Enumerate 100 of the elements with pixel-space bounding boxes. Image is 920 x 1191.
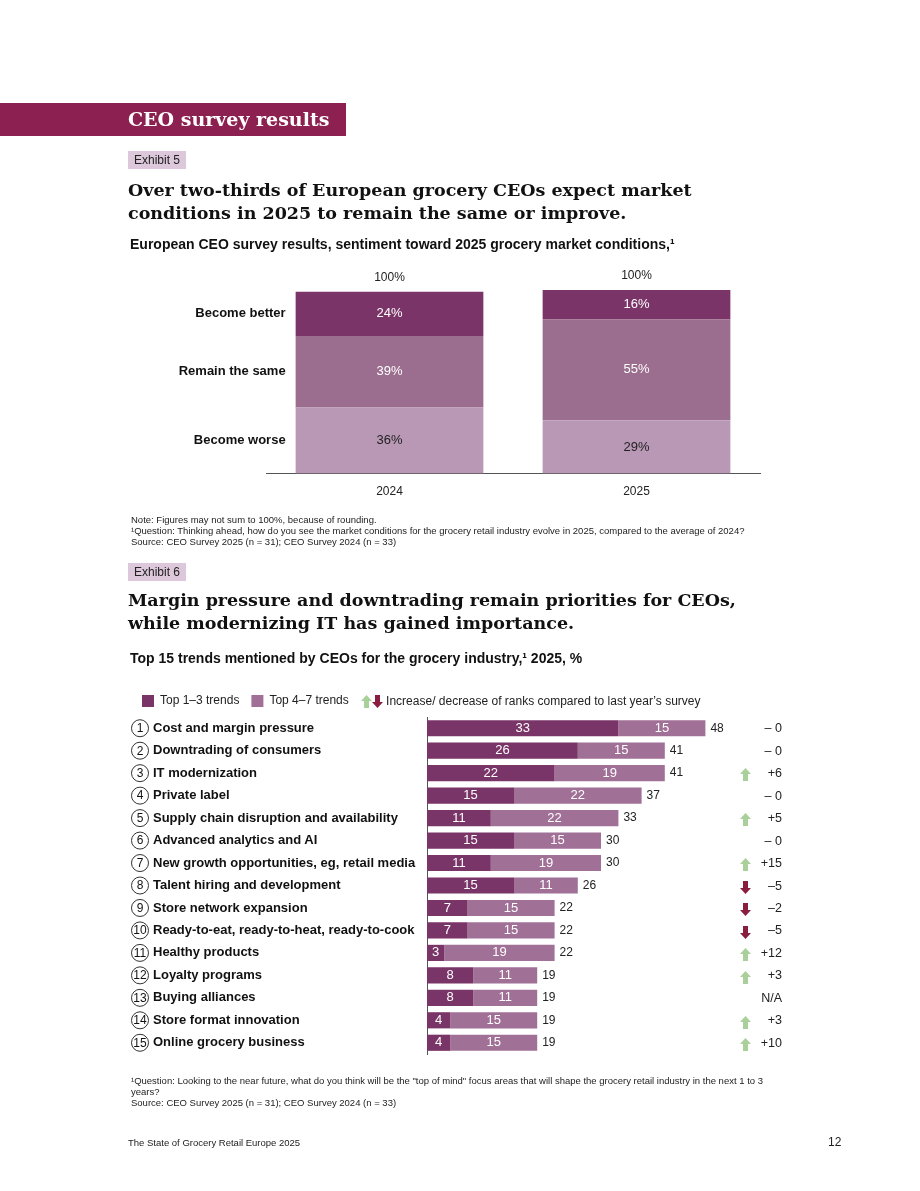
series-label: Become worse bbox=[193, 432, 286, 448]
text: – 0 bbox=[764, 742, 782, 759]
bar bbox=[473, 989, 538, 1006]
chart-subtitle: European CEO survey results, sentiment toward 2025 grocery market conditions,¹ bbox=[130, 236, 675, 252]
bar bbox=[427, 989, 474, 1006]
data-label: 15 bbox=[654, 719, 670, 735]
data-label: 22 bbox=[483, 764, 499, 780]
data-label: 15 bbox=[486, 1011, 501, 1027]
data-label: 39% bbox=[376, 363, 403, 379]
y-tick-label: 11 Healthy products bbox=[133, 944, 260, 960]
text: CEO survey results bbox=[128, 108, 330, 130]
data-label: 7 bbox=[443, 922, 451, 938]
bar bbox=[542, 319, 731, 421]
y-tick-label: 3 IT modernization bbox=[136, 764, 258, 780]
data-label: 8 bbox=[446, 989, 454, 1005]
total-label: 100% bbox=[621, 268, 653, 283]
text: 12 bbox=[828, 1135, 842, 1149]
y-tick-label: 13 Buying alliances bbox=[133, 989, 256, 1005]
data-label: 15 bbox=[486, 1034, 501, 1050]
text: +10 bbox=[760, 1034, 782, 1051]
bar bbox=[514, 832, 601, 849]
text: –5 bbox=[768, 877, 782, 894]
total-label: 22 bbox=[559, 922, 574, 937]
data-label: 11 bbox=[498, 989, 513, 1005]
y-tick-label: 4 Private label bbox=[136, 787, 230, 803]
data-label: 15 bbox=[550, 832, 565, 848]
text: ¹Question: Looking to the near future, what do you think will be the "top of mind" focus areas that will shape the grocery retail industry in the next 1 to 3 years? bbox=[131, 1075, 764, 1097]
text: Increase/ decrease of ranks compared to last year’s survey bbox=[385, 693, 701, 709]
bar bbox=[295, 291, 484, 336]
text: – 0 bbox=[764, 832, 782, 849]
data-label: 55% bbox=[623, 361, 650, 377]
data-label: 33 bbox=[515, 719, 530, 735]
total-label: 100% bbox=[374, 270, 406, 285]
total-label: 22 bbox=[559, 945, 574, 960]
text: +12 bbox=[760, 944, 782, 961]
bar bbox=[427, 720, 619, 737]
bar bbox=[427, 765, 555, 782]
data-label: 8 bbox=[446, 966, 454, 982]
total-label: 41 bbox=[669, 765, 684, 780]
bar bbox=[473, 967, 538, 984]
total-label: 26 bbox=[582, 877, 597, 892]
text: The State of Grocery Retail Europe 2025 bbox=[128, 1137, 301, 1148]
data-label: 19 bbox=[602, 764, 617, 780]
text: ¹Question: Thinking ahead, how do you see the market conditions for the grocery retail industry evolve in 2025, compared to the average of 2024? bbox=[131, 525, 746, 536]
source-note: Source: CEO Survey 2025 (n = 31); CEO Survey 2024 (n = 33) bbox=[131, 536, 398, 547]
bar bbox=[444, 944, 555, 961]
bar bbox=[427, 899, 468, 917]
total-label: 41 bbox=[669, 743, 684, 758]
text: +3 bbox=[767, 1012, 782, 1029]
bar bbox=[618, 720, 706, 737]
bar bbox=[490, 854, 601, 872]
chart-title: Margin pressure and downtrading remain priorities for CEOs, while modernizing IT has gained importance. bbox=[128, 589, 737, 635]
data-label: 26 bbox=[495, 742, 510, 758]
chart-title: Over two-thirds of European grocery CEOs expect market conditions in 2025 to remain the same or improve. bbox=[128, 179, 693, 225]
data-label: 15 bbox=[503, 922, 519, 938]
bar bbox=[427, 787, 514, 804]
y-tick-label: 14 Store format innovation bbox=[133, 1011, 300, 1028]
total-label: 33 bbox=[623, 810, 638, 825]
data-label: 15 bbox=[463, 787, 478, 803]
y-tick-label: 7 New growth opportunities, eg, retail media bbox=[136, 854, 416, 870]
y-tick-label: 12 Loyalty programs bbox=[133, 966, 263, 983]
data-label: 4 bbox=[434, 1034, 443, 1050]
data-label: 36% bbox=[376, 432, 403, 448]
text: Exhibit 5 bbox=[128, 151, 187, 169]
text: +3 bbox=[767, 967, 782, 984]
data-label: 22 bbox=[547, 809, 562, 825]
bar bbox=[514, 877, 578, 894]
text: –5 bbox=[768, 922, 782, 939]
data-label: 24% bbox=[376, 305, 403, 321]
data-label: 19 bbox=[538, 854, 554, 870]
bar bbox=[427, 967, 474, 984]
text: –2 bbox=[768, 899, 782, 916]
data-label: 11 bbox=[452, 854, 466, 870]
bar bbox=[427, 922, 468, 939]
bar bbox=[514, 787, 642, 804]
legend-label: Top 1–3 trends bbox=[160, 693, 240, 708]
bar bbox=[542, 420, 731, 474]
total-label: 30 bbox=[606, 855, 620, 870]
bar bbox=[467, 922, 555, 939]
text: N/A bbox=[761, 989, 782, 1006]
y-tick-label: 2 Downtrading of consumers bbox=[136, 742, 322, 758]
data-label: 29% bbox=[623, 438, 650, 454]
text: +5 bbox=[767, 810, 782, 827]
bar bbox=[490, 810, 619, 827]
y-tick-label: 8 Talent hiring and development bbox=[136, 877, 342, 893]
y-tick-label: 6 Advanced analytics and AI bbox=[136, 832, 318, 848]
y-tick-label: 9 Store network expansion bbox=[136, 899, 308, 915]
data-label: 19 bbox=[492, 944, 507, 960]
bar bbox=[427, 810, 491, 827]
data-label: 22 bbox=[570, 787, 586, 803]
bar bbox=[450, 1034, 538, 1051]
y-tick-label: 5 Supply chain disruption and availability bbox=[136, 809, 399, 825]
data-label: 15 bbox=[463, 832, 478, 848]
bar bbox=[577, 742, 665, 759]
x-tick-label: 2025 bbox=[623, 484, 651, 499]
total-label: 48 bbox=[710, 720, 725, 735]
bar bbox=[554, 765, 665, 782]
data-label: 15 bbox=[614, 742, 629, 758]
data-label: 3 bbox=[432, 944, 440, 960]
data-label: 16% bbox=[623, 296, 650, 312]
